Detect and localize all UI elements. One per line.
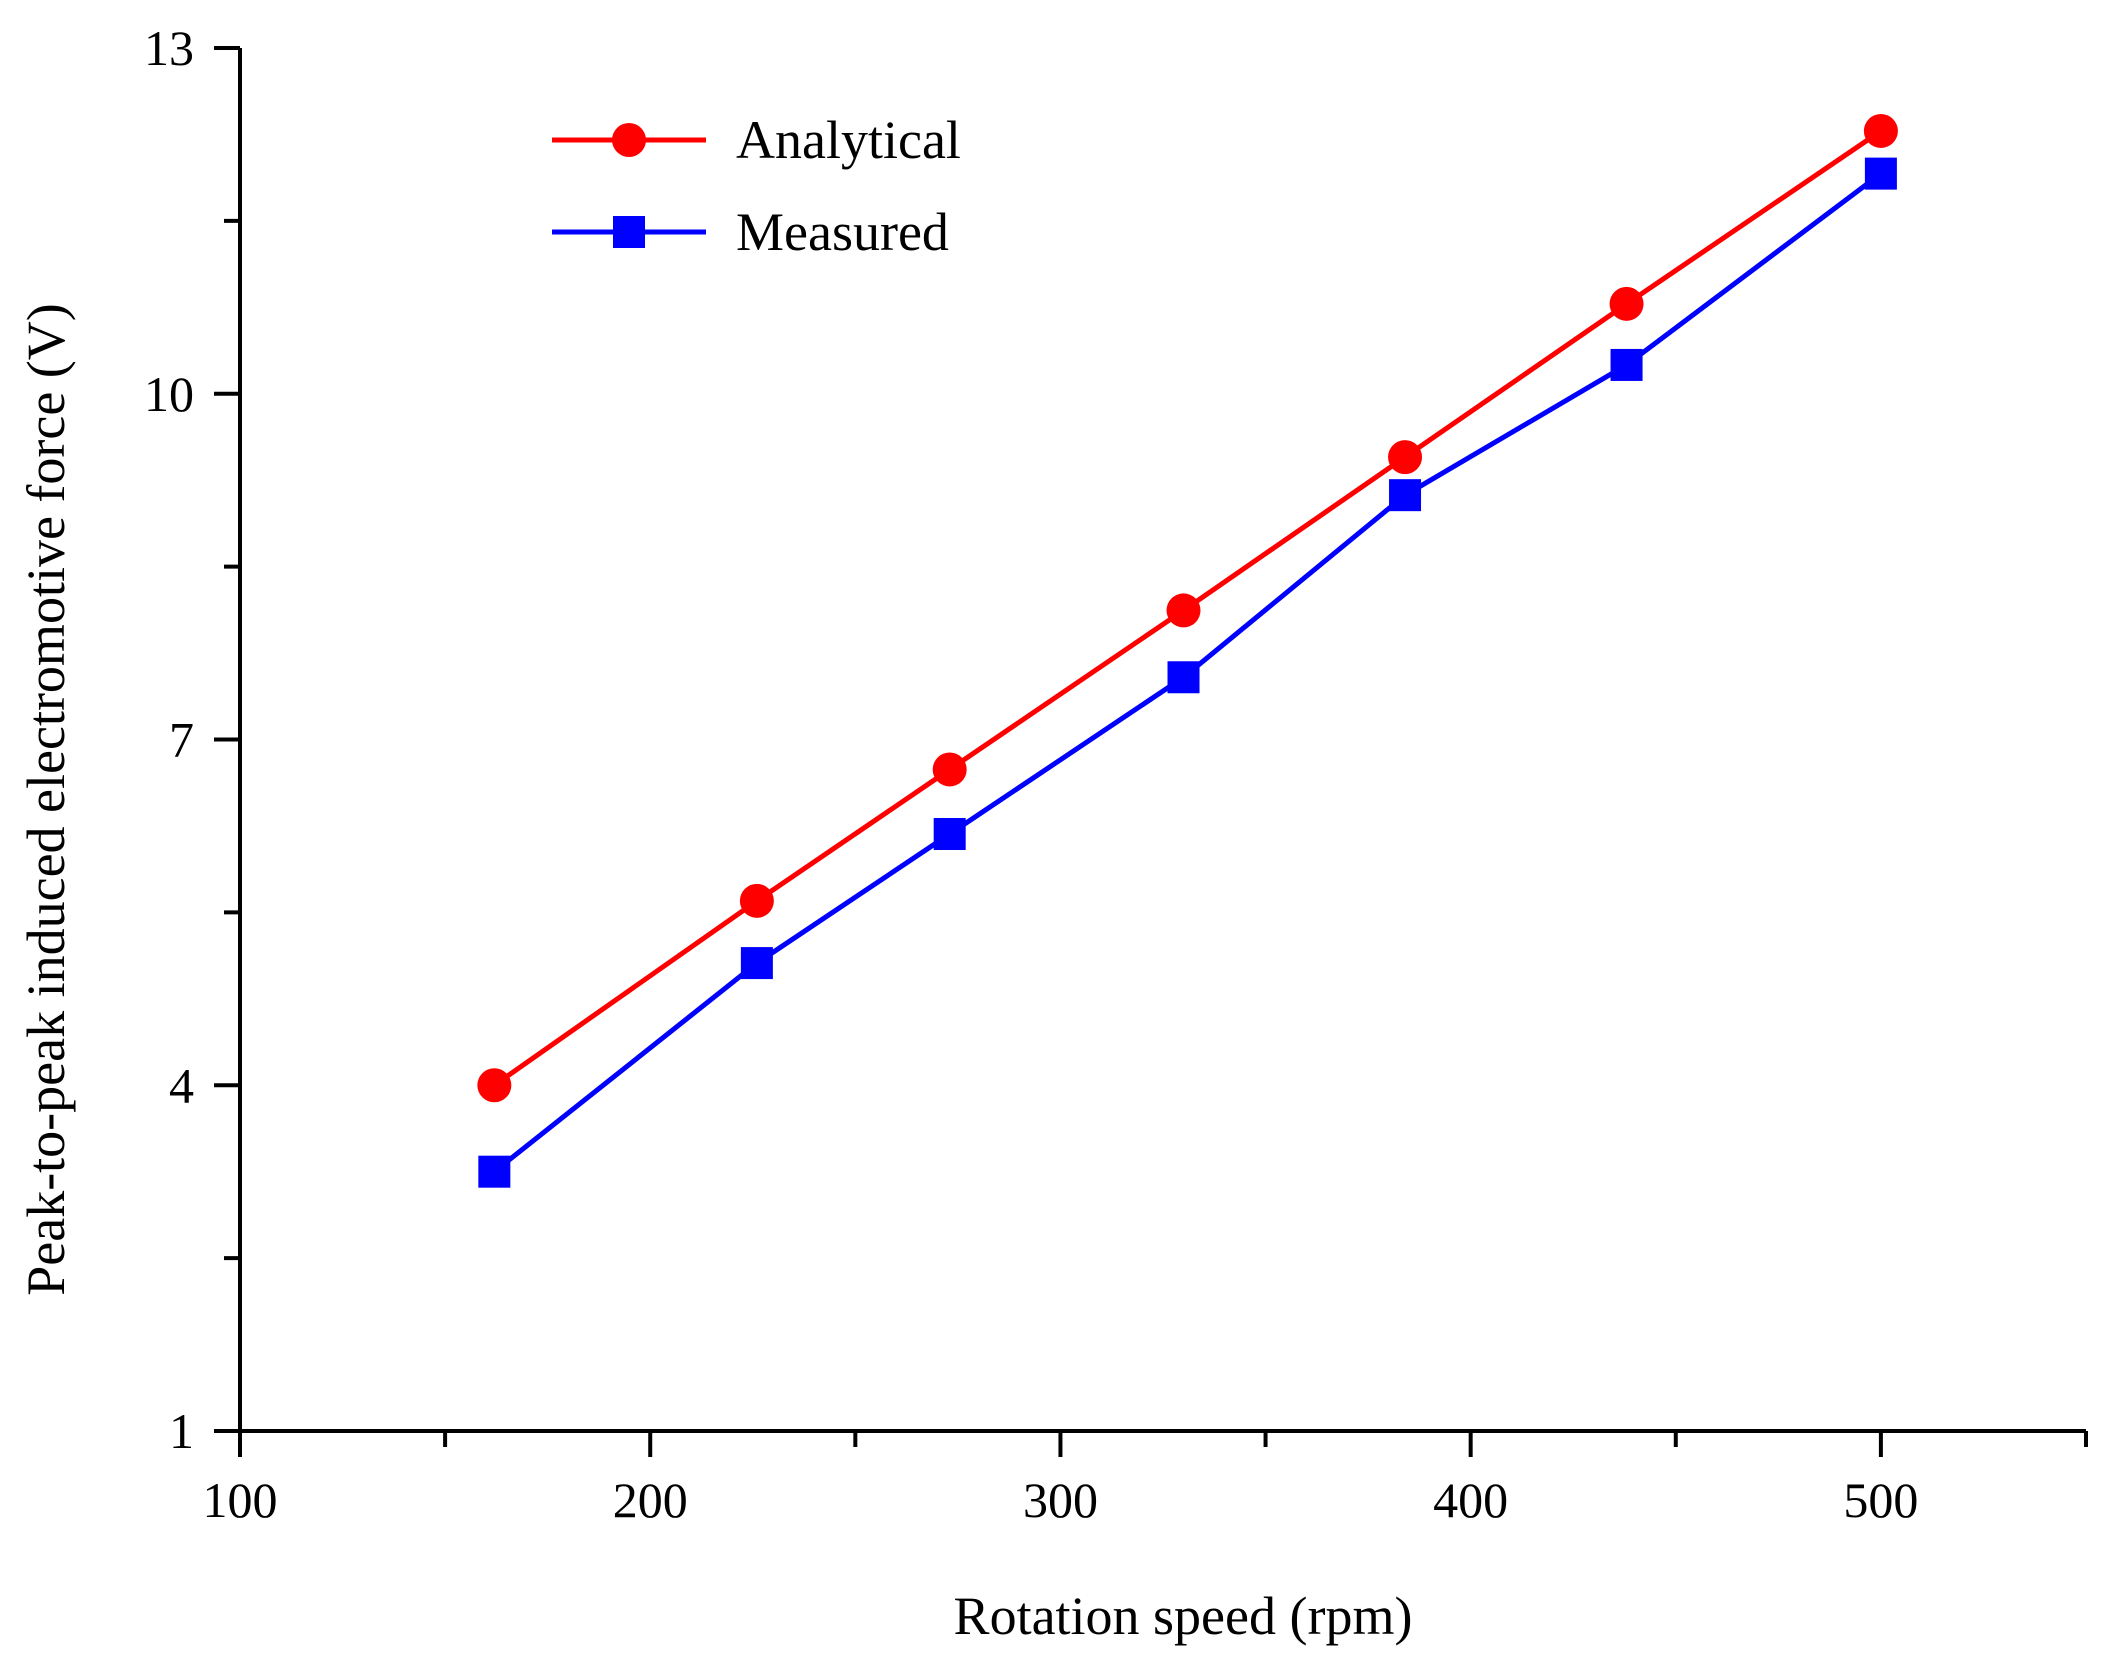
y-tick-label: 10 [144,366,194,422]
data-point [1864,157,1897,190]
data-point [478,1155,511,1188]
data-point [739,883,774,918]
y-tick-label: 4 [169,1057,194,1113]
y-tick-label: 13 [144,20,194,76]
legend-label: Measured [736,202,949,262]
data-point [1389,479,1422,512]
data-point [932,752,967,787]
x-axis-label: Rotation speed (rpm) [954,1586,1413,1646]
legend: Analytical Measured [552,110,961,262]
x-tick-label: 300 [1023,1472,1098,1528]
y-tick-label: 1 [169,1403,194,1459]
legend-label: Analytical [736,110,961,170]
legend-item-measured: Measured [552,202,949,262]
series-layer [477,113,1898,1188]
x-tick-label: 400 [1433,1472,1508,1528]
legend-item-analytical: Analytical [552,110,961,170]
data-point [740,947,773,980]
x-tick-label: 200 [613,1472,688,1528]
series-measured [478,157,1897,1188]
x-tick-label: 500 [1843,1472,1918,1528]
data-point [1388,440,1423,475]
y-tick-label: 7 [169,712,194,768]
data-point [1166,593,1201,628]
x-tick-label: 100 [203,1472,278,1528]
data-point [1609,286,1644,321]
legend-marker [613,216,645,248]
data-point [1167,661,1200,694]
data-point [1863,113,1898,148]
axes: 100 200 300 400 500 1 4 7 10 13 [144,20,2088,1528]
series-analytical [477,113,1898,1103]
data-point [933,818,966,851]
legend-marker [612,123,646,157]
y-axis-label: Peak-to-peak induced electromotive force… [16,303,76,1296]
data-point [477,1068,512,1103]
data-point [1610,348,1643,381]
